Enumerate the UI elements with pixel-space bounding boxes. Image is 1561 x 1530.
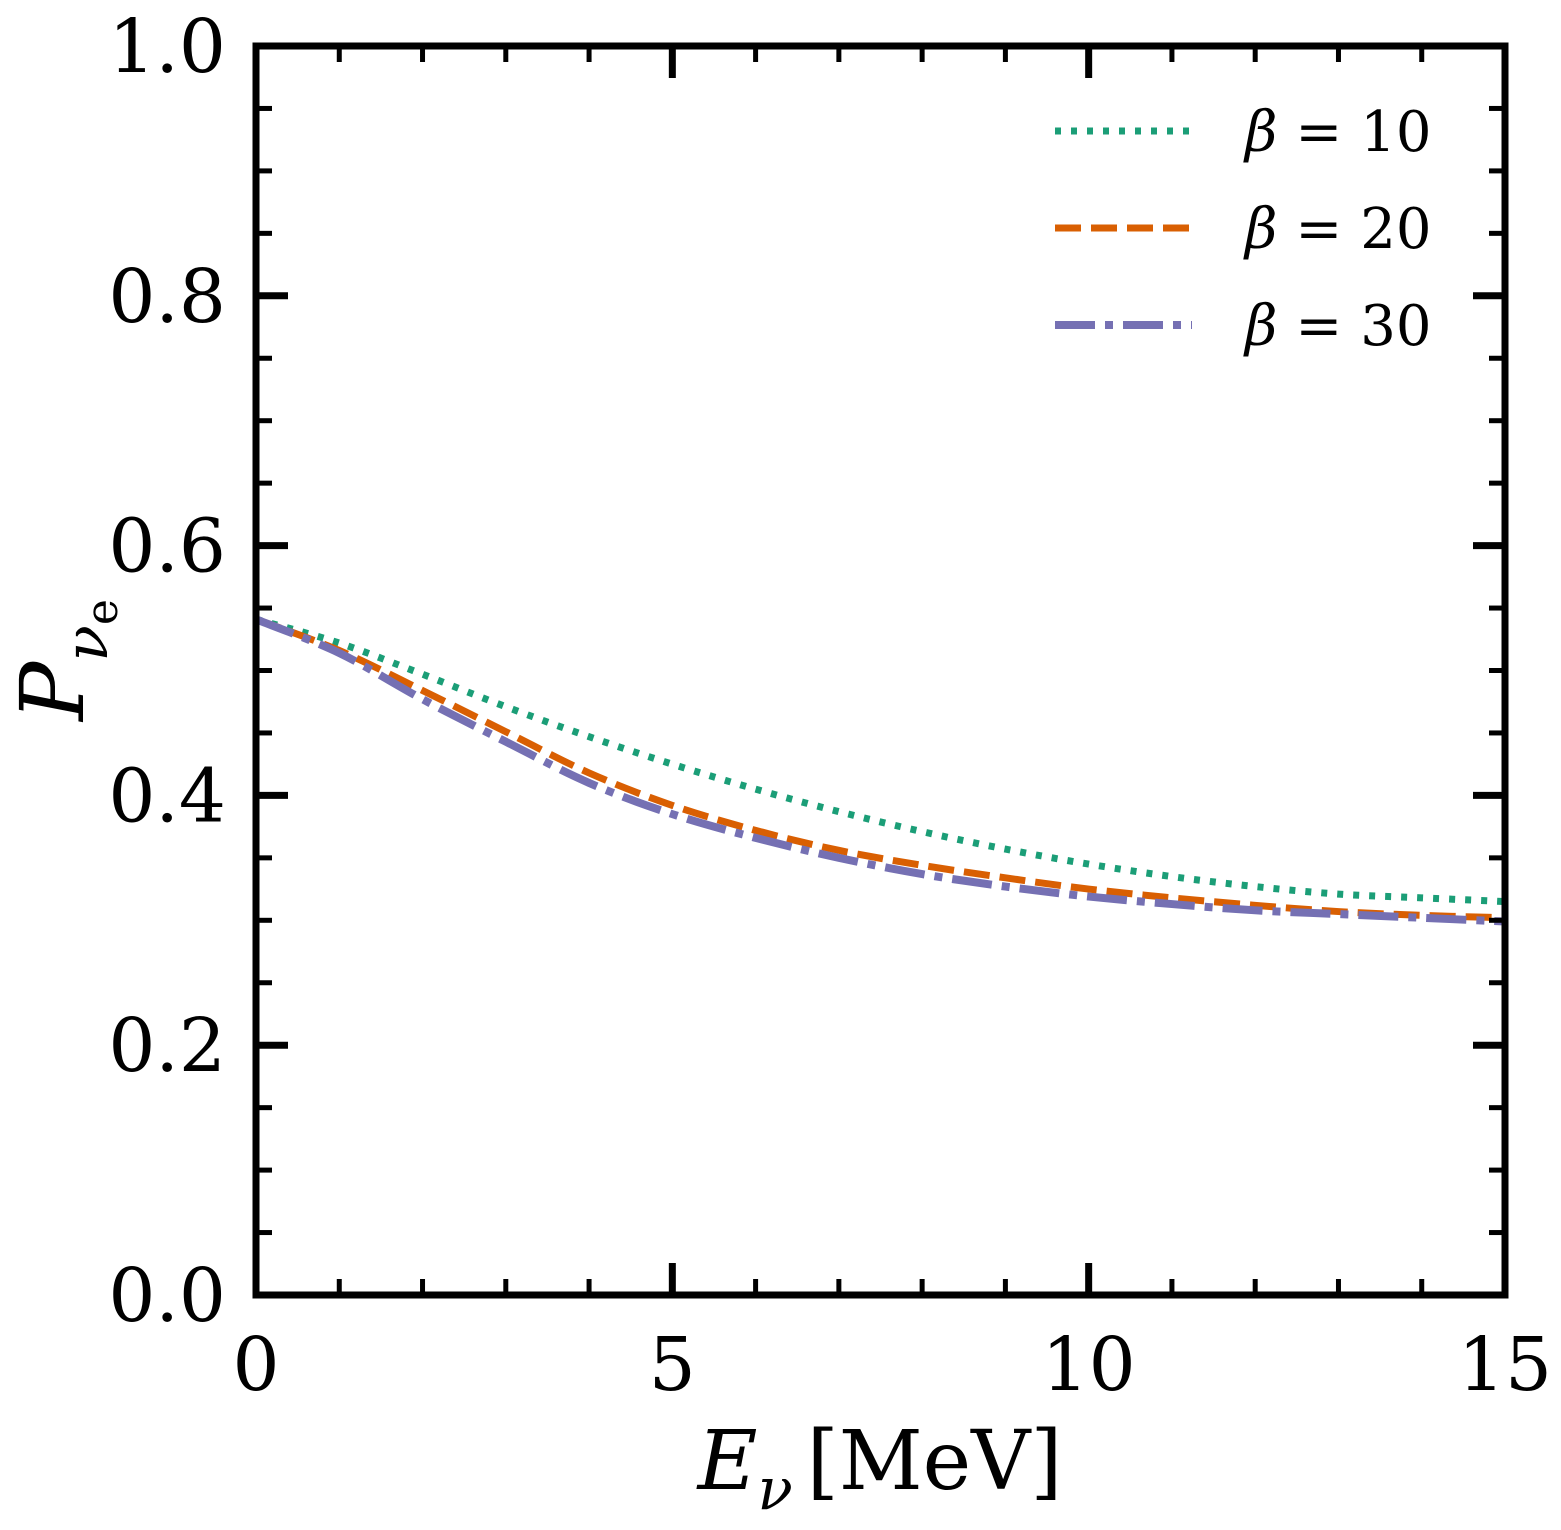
x-axis-label: Eν [MeV]: [696, 1414, 1063, 1523]
legend-label: β = 20: [1243, 197, 1432, 262]
series-line-2: [254, 615, 1506, 926]
legend: β = 10 β = 20 β = 30: [1055, 100, 1432, 359]
y-tick-label: 0.8: [108, 254, 226, 340]
legend-label: β = 10: [1243, 100, 1432, 165]
legend-label: β = 30: [1243, 294, 1432, 359]
x-tick-label: 15: [1458, 1322, 1552, 1408]
legend-entry: β = 30: [1055, 294, 1432, 359]
series-layer: [254, 615, 1506, 926]
x-tick-label: 5: [649, 1322, 696, 1408]
y-tick-labels: 0.0 0.2 0.4 0.6 0.8 1.0: [108, 4, 226, 1339]
y-tick-label: 0.2: [108, 1003, 226, 1089]
plot-frame: [252, 42, 1509, 1299]
svg-text:Pνe: Pνe: [1, 599, 128, 723]
x-tick-label: 0: [232, 1322, 279, 1408]
y-tick-label: 0.0: [108, 1253, 226, 1339]
legend-entry: β = 10: [1055, 100, 1432, 165]
x-tick-labels: 0 5 10 15: [232, 1322, 1552, 1408]
y-axis-label: Pνe: [1, 599, 128, 723]
legend-entry: β = 20: [1055, 197, 1432, 262]
y-tick-label: 1.0: [108, 4, 226, 90]
series-line-0: [255, 615, 1506, 906]
x-tick-label: 10: [1042, 1322, 1136, 1408]
y-tick-label: 0.6: [108, 504, 226, 590]
y-tick-label: 0.4: [108, 753, 226, 839]
